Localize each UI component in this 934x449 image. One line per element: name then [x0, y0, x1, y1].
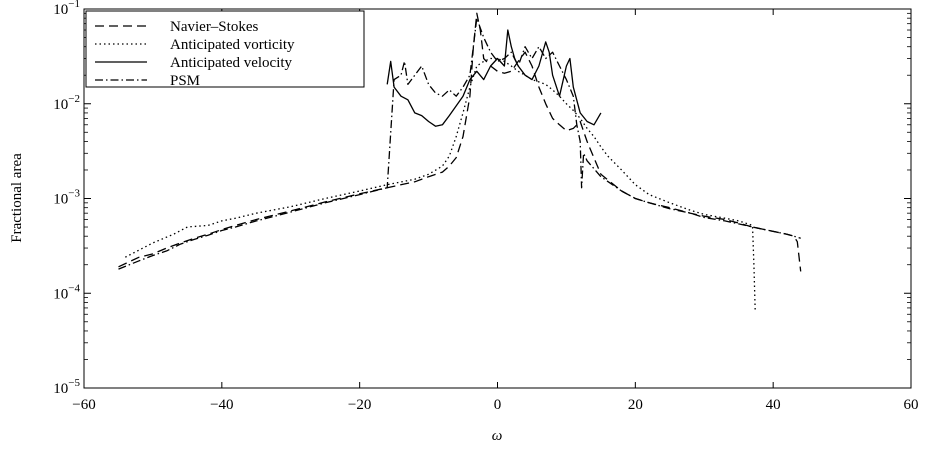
x-ticks: −60 −40 −20 0 20 40 60	[72, 9, 919, 413]
legend-label: Anticipated vorticity	[170, 37, 295, 53]
legend: Navier–Stokes Anticipated vorticity Antici…	[85, 10, 365, 89]
x-tick-label: 60	[904, 397, 919, 413]
x-axis-label: ω	[492, 428, 503, 444]
x-tick-label: 0	[494, 397, 502, 413]
y-tick-label: 10−2	[53, 93, 80, 113]
series-layer	[118, 12, 802, 312]
x-tick-label: −20	[348, 397, 371, 413]
x-tick-label: 20	[628, 397, 643, 413]
legend-label: Navier–Stokes	[170, 19, 258, 35]
series-line-4	[118, 17, 801, 270]
series-line-2	[125, 57, 756, 312]
legend-label: PSM	[170, 73, 200, 89]
y-tick-label: 10−3	[53, 188, 80, 208]
y-ticks: 10−5 10−4 10−3 10−2 10−1	[53, 0, 911, 397]
series-line-3	[386, 29, 602, 127]
series-line-1	[118, 12, 802, 272]
x-tick-label: −40	[210, 397, 233, 413]
y-tick-label: 10−4	[53, 282, 80, 302]
legend-box	[85, 10, 365, 88]
y-tick-label: 10−5	[53, 377, 80, 397]
y-axis-label: Fractional area	[9, 153, 25, 243]
x-tick-label: −60	[72, 397, 95, 413]
y-tick-label: 10−1	[53, 0, 80, 18]
x-tick-label: 40	[766, 397, 781, 413]
legend-label: Anticipated velocity	[170, 55, 293, 71]
